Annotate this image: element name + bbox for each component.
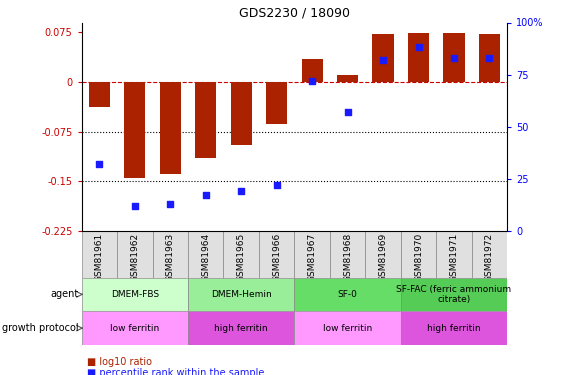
Text: GSM81963: GSM81963	[166, 233, 175, 282]
Bar	[436, 231, 472, 278]
Point	[343, 109, 352, 115]
Text: GSM81962: GSM81962	[131, 233, 139, 282]
Text: high ferritin: high ferritin	[215, 324, 268, 333]
Text: GSM81966: GSM81966	[272, 233, 281, 282]
Bar	[401, 311, 507, 345]
Text: GSM81972: GSM81972	[485, 233, 494, 282]
Bar	[89, 82, 110, 107]
Bar	[408, 33, 429, 82]
Text: GSM81970: GSM81970	[414, 233, 423, 282]
Bar	[294, 278, 401, 311]
Bar	[330, 231, 366, 278]
Text: SF-0: SF-0	[338, 290, 357, 299]
Text: growth protocol: growth protocol	[2, 323, 79, 333]
Bar	[82, 231, 117, 278]
Text: high ferritin: high ferritin	[427, 324, 481, 333]
Bar	[82, 278, 188, 311]
Point	[414, 45, 423, 51]
Bar	[153, 231, 188, 278]
Text: GSM81964: GSM81964	[201, 233, 210, 282]
Point	[272, 182, 282, 188]
Bar	[479, 34, 500, 82]
Text: GSM81971: GSM81971	[449, 233, 458, 282]
Point	[94, 161, 104, 167]
Bar	[443, 33, 465, 82]
Bar	[401, 231, 436, 278]
Bar	[472, 231, 507, 278]
Point	[130, 202, 139, 208]
Text: GSM81968: GSM81968	[343, 233, 352, 282]
Text: DMEM-Hemin: DMEM-Hemin	[211, 290, 272, 299]
Bar	[266, 82, 287, 124]
Bar	[188, 231, 223, 278]
Title: GDS2230 / 18090: GDS2230 / 18090	[239, 7, 350, 20]
Bar	[294, 231, 330, 278]
Bar	[124, 82, 145, 178]
Text: GSM81969: GSM81969	[378, 233, 388, 282]
Text: ■ log10 ratio: ■ log10 ratio	[87, 357, 152, 367]
Bar	[401, 278, 507, 311]
Bar	[160, 82, 181, 174]
Bar	[188, 311, 294, 345]
Bar	[294, 311, 401, 345]
Point	[166, 201, 175, 207]
Bar	[373, 34, 394, 82]
Bar	[337, 75, 358, 82]
Point	[307, 78, 317, 84]
Point	[237, 188, 246, 194]
Bar	[195, 82, 216, 158]
Bar	[366, 231, 401, 278]
Text: DMEM-FBS: DMEM-FBS	[111, 290, 159, 299]
Bar	[301, 59, 323, 82]
Bar	[82, 311, 188, 345]
Text: low ferritin: low ferritin	[110, 324, 159, 333]
Text: GSM81967: GSM81967	[308, 233, 317, 282]
Text: low ferritin: low ferritin	[323, 324, 372, 333]
Bar	[188, 278, 294, 311]
Text: SF-FAC (ferric ammonium
citrate): SF-FAC (ferric ammonium citrate)	[396, 285, 511, 304]
Bar	[223, 231, 259, 278]
Point	[201, 192, 210, 198]
Point	[485, 55, 494, 61]
Text: ■ percentile rank within the sample: ■ percentile rank within the sample	[87, 368, 265, 375]
Bar	[117, 231, 153, 278]
Bar	[259, 231, 294, 278]
Text: GSM81961: GSM81961	[95, 233, 104, 282]
Point	[449, 55, 459, 61]
Text: agent: agent	[51, 290, 79, 299]
Bar	[231, 82, 252, 145]
Point	[378, 57, 388, 63]
Text: GSM81965: GSM81965	[237, 233, 245, 282]
